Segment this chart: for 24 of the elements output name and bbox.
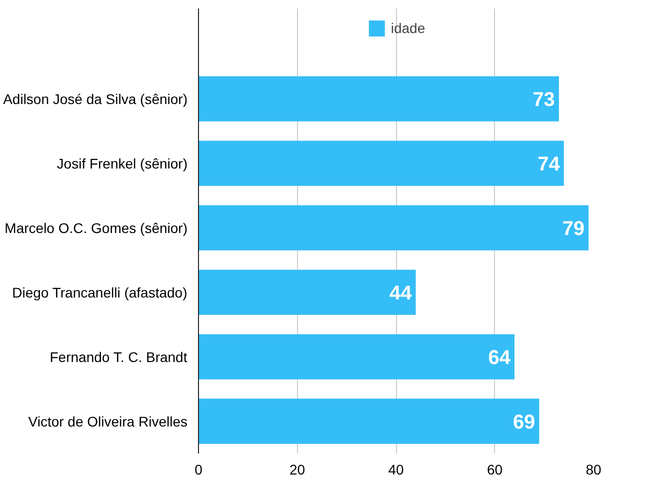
bar — [198, 76, 559, 122]
x-tick-label: 80 — [586, 462, 602, 478]
bar — [198, 140, 564, 186]
data-label: 44 — [390, 282, 413, 304]
data-label: 79 — [562, 218, 585, 240]
x-tick-label: 20 — [289, 462, 306, 478]
x-tick-label: 40 — [388, 462, 404, 478]
y-tick-label: Josif Frenkel (sênior) — [56, 155, 188, 172]
bar — [198, 270, 416, 315]
x-tick-label: 0 — [194, 462, 203, 478]
data-label: 74 — [538, 153, 561, 176]
data-label: 69 — [512, 411, 536, 434]
y-tick-label: Fernando T. C. Brandt — [50, 348, 188, 365]
y-tick-label: Adilson José da Silva (sênior) — [3, 90, 188, 107]
bar — [198, 334, 514, 380]
bar — [198, 205, 589, 250]
data-label: 73 — [532, 88, 555, 111]
y-tick-label: Victor de Oliveira Rivelles — [28, 413, 188, 430]
y-tick-label: Marcelo O.C. Gomes (sênior) — [4, 220, 188, 236]
legend-label: idade — [390, 20, 426, 36]
bar — [198, 398, 540, 444]
x-tick-label: 60 — [486, 462, 503, 478]
y-tick-label: Diego Trancanelli (afastado) — [12, 284, 188, 300]
data-label: 64 — [488, 346, 512, 369]
